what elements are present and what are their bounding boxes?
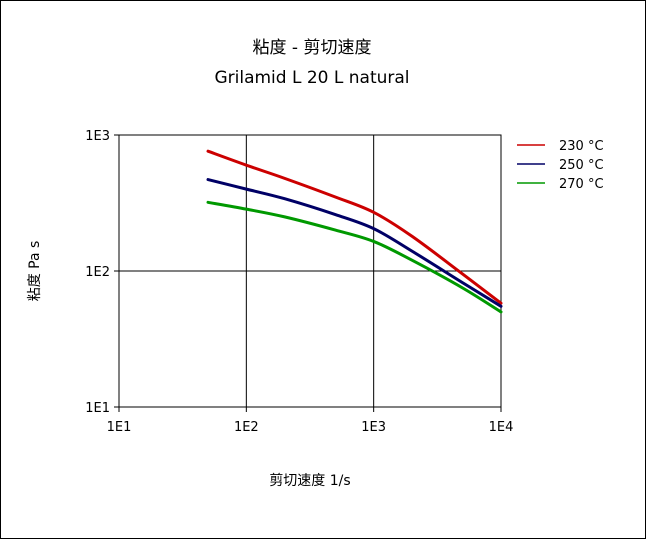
legend-label-2: 250 °C [559, 158, 604, 173]
x-tick-label: 1E1 [107, 420, 132, 435]
tick-labels: 1E1 1E2 1E3 1E4 1E1 1E2 1E3 [85, 129, 513, 435]
legend: 230 °C 250 °C 270 °C [517, 139, 604, 192]
x-tick-label: 1E4 [489, 420, 514, 435]
grid [119, 135, 501, 407]
x-tick-label: 1E3 [361, 420, 386, 435]
x-axis-label: 剪切速度 1/s [269, 473, 350, 489]
y-tick-label: 1E1 [85, 401, 110, 416]
x-tick-label: 1E2 [234, 420, 259, 435]
y-axis-label: 粘度 Pa s [27, 241, 43, 302]
y-tick-label: 1E2 [85, 265, 110, 280]
legend-label-3: 270 °C [559, 177, 604, 192]
series-lines [206, 149, 503, 314]
series-line-2 [206, 178, 503, 308]
series-line-3 [206, 200, 503, 314]
y-tick-label: 1E3 [85, 129, 110, 144]
legend-label-1: 230 °C [559, 139, 604, 154]
chart-title: 粘度 - 剪切速度 [253, 38, 372, 58]
series-line-1 [206, 149, 503, 305]
chart-subtitle: Grilamid L 20 L natural [214, 68, 409, 88]
